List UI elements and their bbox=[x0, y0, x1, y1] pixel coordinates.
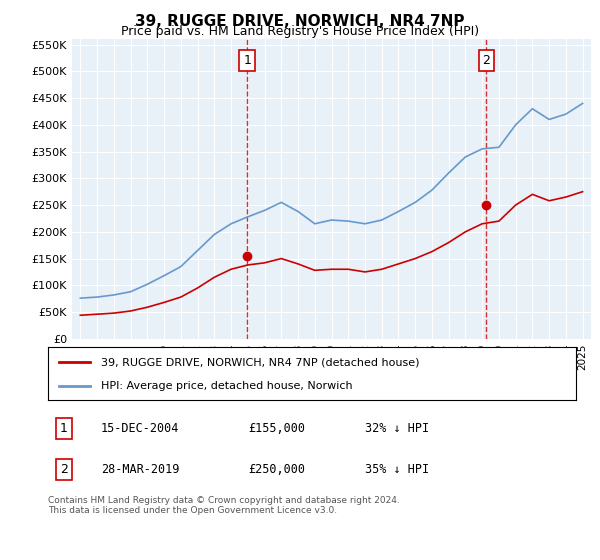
Text: 1: 1 bbox=[60, 422, 68, 435]
Text: 15-DEC-2004: 15-DEC-2004 bbox=[101, 422, 179, 435]
Text: 2: 2 bbox=[482, 54, 490, 67]
Text: Contains HM Land Registry data © Crown copyright and database right 2024.
This d: Contains HM Land Registry data © Crown c… bbox=[48, 496, 400, 515]
Text: 28-MAR-2019: 28-MAR-2019 bbox=[101, 463, 179, 476]
Text: £250,000: £250,000 bbox=[248, 463, 305, 476]
Text: Price paid vs. HM Land Registry's House Price Index (HPI): Price paid vs. HM Land Registry's House … bbox=[121, 25, 479, 38]
Text: 32% ↓ HPI: 32% ↓ HPI bbox=[365, 422, 429, 435]
Text: 1: 1 bbox=[243, 54, 251, 67]
Text: £155,000: £155,000 bbox=[248, 422, 305, 435]
Text: 2: 2 bbox=[60, 463, 68, 476]
Text: 35% ↓ HPI: 35% ↓ HPI bbox=[365, 463, 429, 476]
Text: HPI: Average price, detached house, Norwich: HPI: Average price, detached house, Norw… bbox=[101, 380, 352, 390]
Text: 39, RUGGE DRIVE, NORWICH, NR4 7NP (detached house): 39, RUGGE DRIVE, NORWICH, NR4 7NP (detac… bbox=[101, 357, 419, 367]
Text: 39, RUGGE DRIVE, NORWICH, NR4 7NP: 39, RUGGE DRIVE, NORWICH, NR4 7NP bbox=[135, 14, 465, 29]
